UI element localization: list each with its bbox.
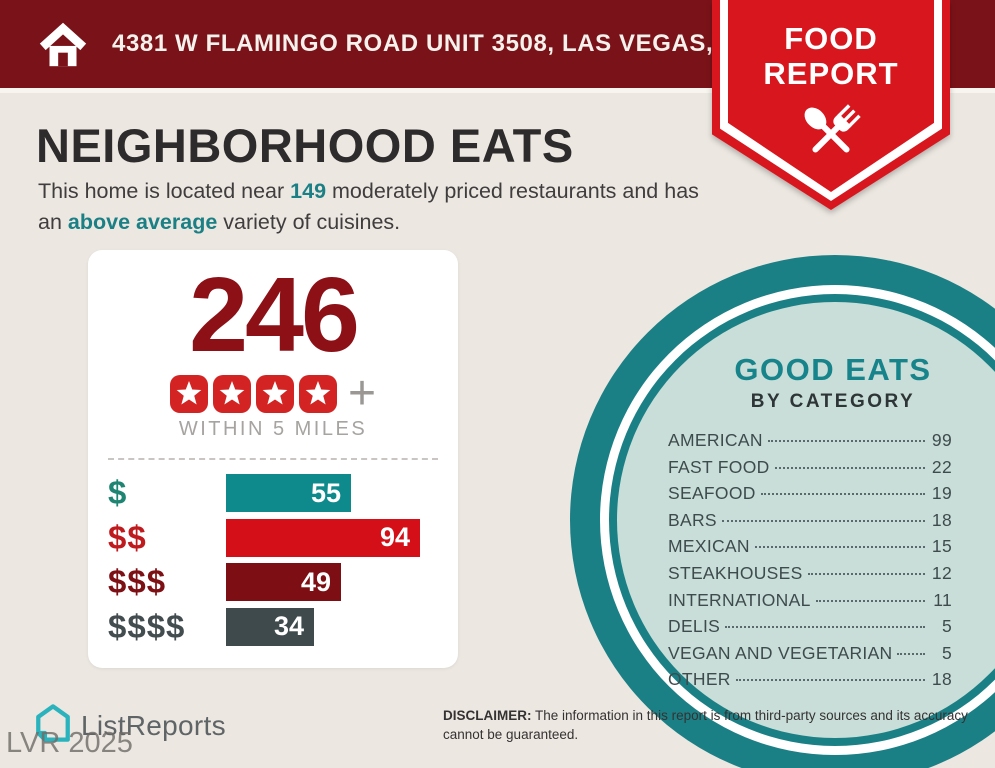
category-value: 18 (931, 669, 952, 690)
star-icon (169, 374, 208, 414)
dotted-leader (721, 519, 925, 522)
summary-card: 246 + WITHIN 5 MILES $ 55 $$ 94 $$$ 49 $… (88, 250, 458, 668)
category-row: FAST FOOD 22 (668, 457, 952, 484)
food-report-ribbon: FOOD REPORT (712, 0, 950, 210)
dotted-leader (815, 599, 925, 602)
star-icon (255, 374, 294, 414)
star-icon (212, 374, 251, 414)
ribbon-title-line1: FOOD (784, 21, 878, 56)
restaurant-count: 149 (290, 179, 327, 203)
category-label: SEAFOOD (668, 483, 756, 504)
dotted-leader (760, 493, 925, 496)
price-tier-value: 55 (310, 477, 341, 508)
dotted-leader (897, 652, 925, 655)
price-tier-value: 34 (273, 611, 304, 642)
category-label: AMERICAN (668, 430, 763, 450)
listreports-logo-icon (34, 702, 72, 749)
radius-label: WITHIN 5 MILES (178, 418, 368, 440)
disclaimer-text: The information in this report is from t… (443, 708, 968, 742)
category-panel-title: GOOD EATS (734, 352, 932, 387)
category-value: 15 (931, 536, 952, 557)
category-row: AMERICAN 99 (668, 430, 952, 457)
price-tier-row: $$ 94 (108, 516, 458, 561)
dotted-leader (735, 679, 925, 682)
header-divider-strip (0, 88, 995, 93)
price-tier-label: $$$ (108, 563, 167, 601)
dotted-leader (807, 572, 925, 575)
price-tier-bar: 55 (226, 474, 351, 513)
category-list: AMERICAN 99 FAST FOOD 22 SEAFOOD 19 BARS 18 MEXI… (668, 430, 952, 696)
category-value: 19 (931, 483, 952, 504)
category-row: MEXICAN 15 (668, 536, 952, 563)
page-title: NEIGHBORHOOD EATS (36, 119, 574, 172)
dotted-leader (725, 626, 925, 629)
intro-text-after: variety of cuisines. (217, 209, 401, 234)
category-label: BARS (668, 509, 717, 530)
category-row: STEAKHOUSES 12 (668, 563, 952, 590)
watermark: LVR 2025 (6, 727, 133, 759)
category-label: FAST FOOD (668, 456, 770, 477)
star-icon (298, 374, 337, 414)
category-label: OTHER (668, 669, 731, 690)
category-row: SEAFOOD 19 (668, 483, 952, 510)
ribbon-title: FOOD REPORT (712, 21, 950, 91)
price-tier-bar: 49 (226, 563, 341, 602)
price-tier-row: $$$ 49 (108, 560, 458, 605)
category-label: DELIS (668, 616, 721, 637)
category-label: INTERNATIONAL (668, 589, 811, 610)
disclaimer-label: DISCLAIMER: (443, 708, 532, 723)
category-value: 12 (931, 562, 952, 583)
star-rating: + (88, 367, 458, 420)
category-row: OTHER 18 (668, 669, 952, 696)
dotted-leader (767, 440, 925, 442)
price-tier-chart: $ 55 $$ 94 $$$ 49 $$$$ 34 (108, 471, 458, 649)
category-label: VEGAN AND VEGETARIAN (668, 642, 893, 663)
ribbon-title-line2: REPORT (763, 55, 899, 91)
total-restaurants: 246 (189, 256, 360, 374)
intro-text-mid: moderately priced restaurants and has an (38, 179, 699, 234)
category-value: 11 (933, 589, 952, 610)
price-tier-label: $ (108, 474, 128, 512)
category-value: 22 (931, 456, 952, 477)
variety-highlight: above average (67, 209, 218, 234)
dotted-leader (774, 466, 925, 469)
intro-text: This home is located near 149 moderately… (38, 176, 718, 237)
fork-spoon-icon (791, 94, 871, 179)
brand-name: ListReports (81, 709, 226, 741)
price-tier-bar: 34 (226, 607, 314, 646)
category-value: 5 (941, 642, 952, 663)
property-address: 4381 W FLAMINGO ROAD UNIT 3508, LAS VEGA… (112, 30, 833, 57)
price-tier-label: $$$$ (108, 607, 186, 645)
price-tier-value: 49 (300, 566, 331, 597)
dotted-leader (754, 546, 925, 549)
intro-text-before: This home is located near (38, 179, 291, 203)
brand-lockup: ListReports (34, 702, 226, 749)
category-panel: GOOD EATS BY CATEGORY AMERICAN 99 FAST FOO… (668, 352, 952, 696)
price-tier-value: 94 (379, 522, 410, 553)
category-label: MEXICAN (668, 536, 750, 557)
category-value: 5 (941, 616, 952, 637)
price-tier-label: $$ (108, 518, 147, 556)
category-row: BARS 18 (668, 510, 952, 537)
plus-sign: + (347, 367, 377, 420)
category-label: STEAKHOUSES (668, 562, 803, 583)
price-tier-bar: 94 (226, 518, 420, 557)
home-icon (36, 17, 90, 71)
price-tier-row: $ 55 (108, 471, 458, 516)
category-row: VEGAN AND VEGETARIAN 5 (668, 643, 952, 670)
category-value: 18 (931, 509, 952, 530)
category-panel-subtitle: BY CATEGORY (750, 391, 916, 412)
category-row: DELIS 5 (668, 616, 952, 643)
disclaimer: DISCLAIMER: The information in this repo… (443, 707, 975, 745)
price-tier-row: $$$$ 34 (108, 605, 458, 650)
dashed-divider (108, 458, 438, 460)
category-value: 99 (931, 430, 952, 450)
category-row: INTERNATIONAL 11 (668, 590, 952, 617)
